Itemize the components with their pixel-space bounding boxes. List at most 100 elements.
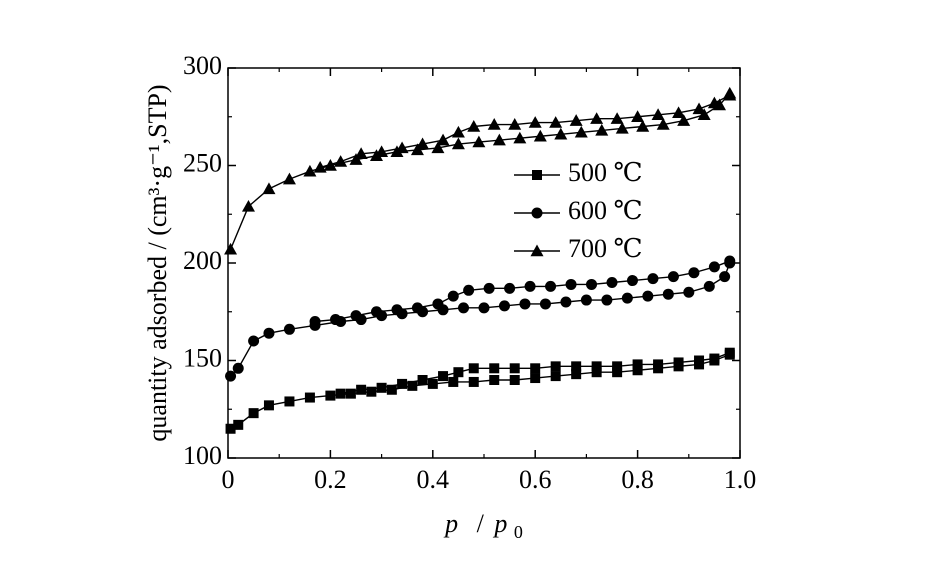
series-3-adsorption-triangle-marker — [554, 127, 568, 140]
series-1-adsorption-square-marker — [233, 419, 244, 430]
x-tick-label: 0.6 — [519, 465, 552, 494]
series-2-desorption-circle-marker — [447, 290, 459, 302]
series-1-desorption-square-marker — [591, 361, 602, 372]
x-axis-title-subscript: 0 — [514, 522, 523, 542]
series-2-desorption-circle-marker — [483, 282, 495, 294]
series-1-adsorption-square-marker — [263, 400, 274, 411]
series-3-adsorption-triangle-marker — [595, 123, 609, 136]
series-3-desorption-triangle-marker — [707, 96, 721, 109]
series-1-adsorption-square-marker — [366, 386, 377, 397]
series-1-adsorption-square-marker — [571, 369, 582, 380]
series-1-desorption-square-marker — [509, 363, 520, 374]
x-axis-ticks: 0 0.2 0.4 0.6 0.8 1.0 — [222, 68, 756, 494]
x-axis-title: p / p 0 — [443, 509, 523, 542]
series-1-desorption-square-marker — [417, 375, 428, 385]
series-3 — [224, 86, 737, 255]
series-1-adsorption-square-marker — [225, 423, 236, 434]
series-1-desorption-square-marker — [571, 361, 582, 372]
series-3-adsorption-triangle-marker — [431, 141, 445, 154]
series-3-desorption-triangle-marker — [528, 116, 542, 128]
series-1-desorption-square-marker — [453, 367, 464, 378]
x-tick-label: 0.4 — [417, 465, 450, 494]
x-tick-label: 0 — [222, 465, 235, 494]
series-3-desorption-line — [319, 94, 731, 169]
series-1-desorption-square-marker — [438, 371, 449, 382]
series-1-desorption-square-marker — [335, 388, 346, 399]
y-tick-label: 150 — [183, 343, 222, 372]
series-1-desorption-square-marker — [694, 355, 705, 366]
series-1-adsorption-square-marker — [407, 380, 418, 391]
series-3-adsorption-triangle-marker — [636, 120, 650, 132]
series-3-desorption-triangle-marker — [451, 125, 465, 138]
series-1-desorption-square-marker — [709, 353, 720, 364]
series-1-desorption-square-marker — [489, 363, 500, 374]
series-2-adsorption-circle-marker — [225, 370, 237, 382]
x-axis-title-p: p — [443, 509, 458, 538]
legend-circle-marker — [531, 207, 543, 219]
series-2-adsorption-circle-marker — [683, 286, 695, 298]
series-3-adsorption-triangle-marker — [451, 137, 465, 150]
series-1-adsorption-square-marker — [550, 371, 561, 382]
series-2 — [225, 255, 736, 382]
series-3-adsorption-triangle-marker — [677, 114, 691, 126]
series-3-desorption-triangle-marker — [610, 112, 624, 124]
legend-item: 500 ℃ — [514, 158, 643, 187]
x-tick-label: 0.2 — [314, 465, 347, 494]
series-2-adsorption-circle-marker — [283, 323, 295, 335]
series-3-desorption-triangle-marker — [508, 118, 522, 130]
series-1-desorption-square-marker — [653, 359, 664, 370]
y-tick-label: 300 — [183, 51, 222, 80]
series-3-desorption-triangle-marker — [354, 147, 368, 159]
series-3-desorption-triangle-marker — [467, 120, 481, 132]
series-2-desorption-circle-marker — [606, 277, 618, 288]
series-2-desorption-circle-marker — [667, 271, 679, 283]
series-2-desorption-circle-marker — [330, 314, 342, 326]
series-2-adsorption-circle-marker — [478, 302, 490, 314]
series-2-adsorption-circle-marker — [539, 298, 551, 310]
series-3-adsorption-triangle-marker — [615, 121, 629, 134]
series-3-desorption-triangle-marker — [631, 110, 645, 122]
series-layer — [224, 86, 737, 434]
series-2-desorption-circle-marker — [626, 275, 638, 287]
series-2-desorption-line — [314, 260, 731, 323]
series-2-desorption-circle-marker — [432, 298, 444, 310]
y-tick-label: 250 — [183, 148, 222, 177]
series-1-adsorption-square-marker — [530, 373, 541, 384]
series-3-desorption-triangle-marker — [651, 108, 665, 120]
series-2-desorption-circle-marker — [724, 255, 736, 267]
series-3-adsorption-triangle-marker — [492, 133, 506, 146]
series-3-adsorption-triangle-marker — [533, 129, 547, 142]
x-axis-title-slash: / — [477, 509, 485, 538]
series-3-desorption-triangle-marker — [487, 118, 501, 130]
series-1-adsorption-square-marker — [489, 375, 500, 385]
series-3-desorption-triangle-marker — [590, 112, 604, 124]
series-3-adsorption-triangle-marker — [224, 242, 238, 255]
series-1-desorption-square-marker — [356, 384, 367, 395]
series-1-desorption-square-marker — [468, 363, 479, 374]
series-1-desorption-square-marker — [724, 347, 735, 358]
series-1-adsorption-square-marker — [509, 375, 520, 385]
series-2-desorption-circle-marker — [647, 273, 659, 285]
series-2-adsorption-circle-marker — [662, 288, 674, 300]
series-1-desorption-square-marker — [376, 382, 387, 393]
series-3-adsorption-triangle-marker — [574, 125, 588, 138]
series-3-desorption-triangle-marker — [723, 88, 737, 101]
series-1 — [225, 347, 735, 434]
series-3-adsorption-triangle-marker — [282, 172, 296, 185]
series-1-desorption-square-marker — [632, 359, 643, 370]
y-tick-label: 200 — [183, 246, 222, 275]
series-3-desorption-triangle-marker — [395, 141, 409, 154]
series-2-adsorption-circle-marker — [719, 271, 731, 283]
series-2-desorption-circle-marker — [504, 282, 516, 294]
series-3-adsorption-triangle-marker — [656, 118, 670, 130]
series-3-adsorption-triangle-marker — [241, 199, 255, 212]
series-3-desorption-triangle-marker — [375, 145, 389, 158]
series-1-desorption-square-marker — [397, 378, 408, 389]
series-3-desorption-triangle-marker — [334, 155, 348, 167]
legend-square-marker — [532, 170, 542, 180]
series-1-adsorption-square-marker — [345, 388, 356, 399]
series-2-desorption-circle-marker — [350, 310, 362, 322]
series-2-desorption-circle-marker — [463, 284, 475, 296]
series-2-desorption-circle-marker — [545, 280, 557, 292]
series-2-adsorption-circle-marker — [601, 294, 613, 306]
